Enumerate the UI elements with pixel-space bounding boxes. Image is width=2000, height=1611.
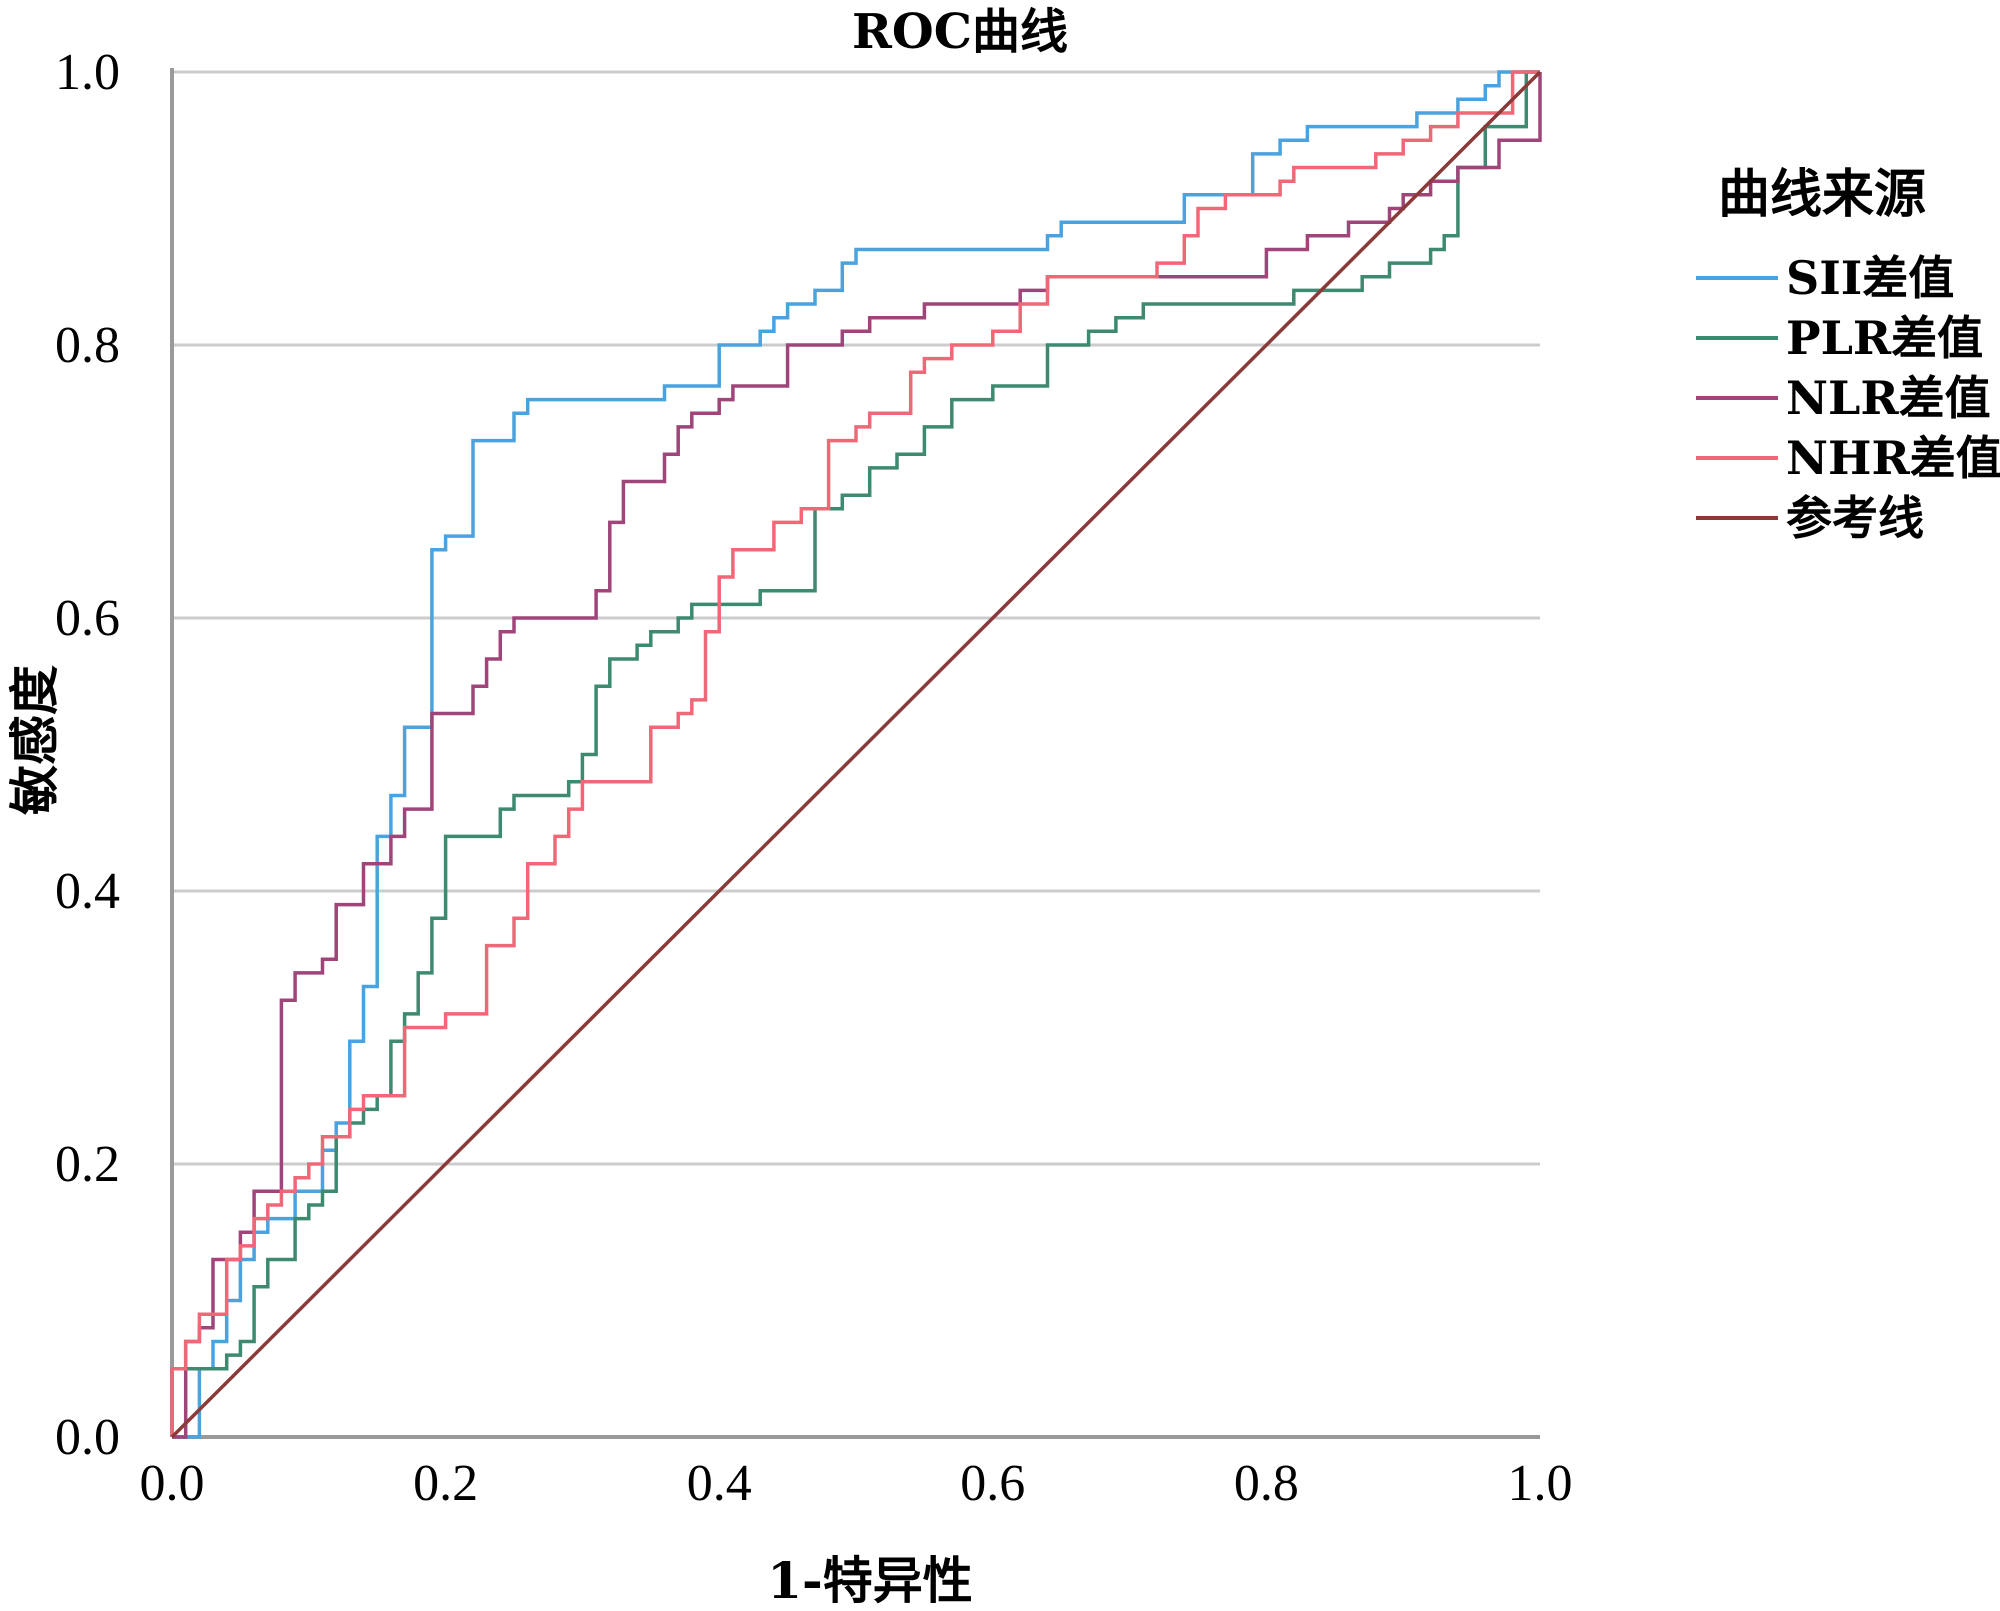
x-tick-labels: 0.0 0.2 0.4 0.6 0.8 1.0 bbox=[140, 1455, 1573, 1512]
legend-label-4: NHR差值 bbox=[1786, 431, 2000, 485]
x-tick-label: 0.6 bbox=[960, 1455, 1025, 1512]
y-tick-label: 0.0 bbox=[55, 1409, 120, 1466]
x-tick-label: 0.0 bbox=[140, 1455, 205, 1512]
y-tick-label: 0.4 bbox=[55, 863, 120, 920]
legend-label-3: NLR差值 bbox=[1786, 371, 1991, 425]
legend-title: 曲线来源 bbox=[1718, 164, 1926, 225]
legend-label-5: 参考线 bbox=[1786, 491, 1924, 545]
series-4-line bbox=[170, 70, 1540, 1437]
y-tick-label: 0.8 bbox=[55, 317, 120, 374]
legend-label-1: SII差值 bbox=[1786, 251, 1954, 305]
x-tick-label: 0.4 bbox=[687, 1455, 752, 1512]
y-tick-label: 0.6 bbox=[55, 590, 120, 647]
y-axis-title: 敏感度 bbox=[5, 665, 64, 815]
series-2-line bbox=[170, 70, 1540, 1437]
legend-label-2: PLR差值 bbox=[1786, 311, 1983, 365]
axes bbox=[170, 68, 1540, 1439]
x-axis-title: 1-特异性 bbox=[767, 1551, 973, 1610]
series-1-line bbox=[172, 70, 1540, 1439]
series-3-line bbox=[172, 72, 1542, 1439]
series-5-line bbox=[170, 70, 1542, 1439]
y-tick-label: 1.0 bbox=[55, 44, 120, 101]
x-tick-label: 0.8 bbox=[1234, 1455, 1299, 1512]
grid bbox=[172, 70, 1540, 1166]
y-tick-labels: 0.0 0.2 0.4 0.6 0.8 1.0 bbox=[55, 44, 120, 1466]
x-tick-label: 1.0 bbox=[1508, 1455, 1573, 1512]
chart-title: ROC曲线 bbox=[852, 4, 1068, 60]
series-lines bbox=[170, 70, 1542, 1439]
y-tick-label: 0.2 bbox=[55, 1136, 120, 1193]
x-tick-label: 0.2 bbox=[413, 1455, 478, 1512]
